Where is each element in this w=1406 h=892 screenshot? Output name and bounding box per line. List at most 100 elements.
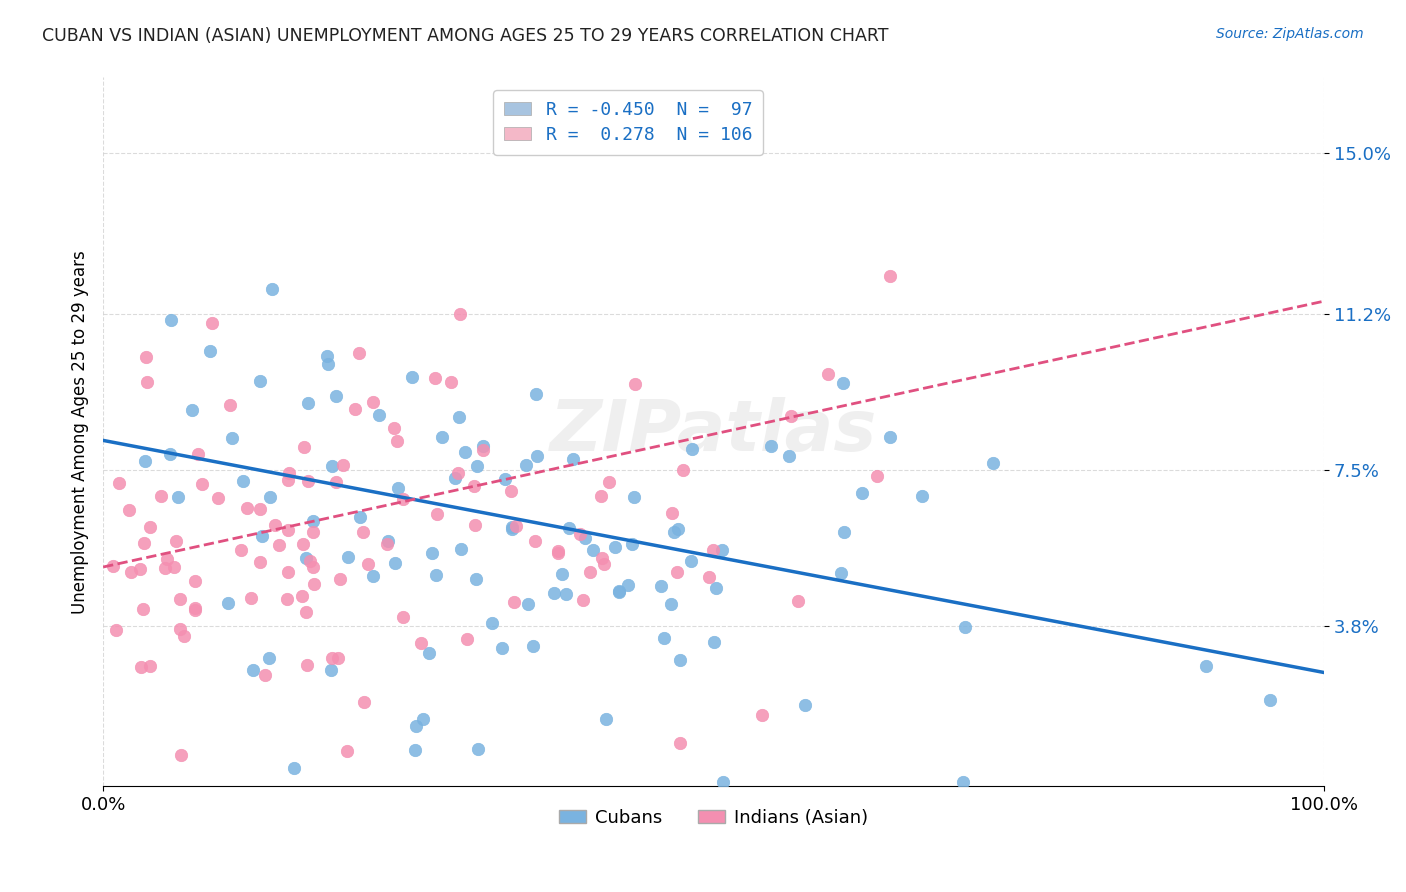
- Point: [524, 387, 547, 401]
- Point: [1194, 658, 1216, 673]
- Point: [578, 565, 600, 579]
- Point: [257, 650, 280, 665]
- Point: [464, 518, 486, 533]
- Point: [778, 450, 800, 464]
- Point: [425, 568, 447, 582]
- Point: [661, 506, 683, 520]
- Point: [207, 491, 229, 506]
- Point: [302, 576, 325, 591]
- Point: [879, 268, 901, 283]
- Point: [672, 463, 695, 477]
- Point: [589, 489, 612, 503]
- Point: [522, 640, 544, 654]
- Point: [761, 439, 783, 453]
- Point: [321, 458, 343, 473]
- Point: [501, 522, 523, 536]
- Point: [329, 573, 352, 587]
- Point: [404, 742, 426, 756]
- Point: [558, 521, 581, 535]
- Point: [335, 744, 357, 758]
- Point: [134, 453, 156, 467]
- Point: [249, 374, 271, 388]
- Point: [440, 376, 463, 390]
- Point: [181, 403, 204, 417]
- Point: [412, 712, 434, 726]
- Point: [617, 577, 640, 591]
- Point: [467, 742, 489, 756]
- Point: [187, 446, 209, 460]
- Point: [166, 490, 188, 504]
- Point: [595, 712, 617, 726]
- Point: [170, 747, 193, 762]
- Point: [325, 475, 347, 489]
- Point: [582, 543, 605, 558]
- Point: [652, 631, 675, 645]
- Point: [336, 549, 359, 564]
- Point: [221, 431, 243, 445]
- Point: [276, 592, 298, 607]
- Point: [659, 598, 682, 612]
- Point: [156, 551, 179, 566]
- Point: [375, 537, 398, 551]
- Point: [349, 510, 371, 524]
- Text: CUBAN VS INDIAN (ASIAN) UNEMPLOYMENT AMONG AGES 25 TO 29 YEARS CORRELATION CHART: CUBAN VS INDIAN (ASIAN) UNEMPLOYMENT AMO…: [42, 27, 889, 45]
- Point: [605, 540, 627, 554]
- Point: [357, 557, 380, 571]
- Point: [384, 556, 406, 570]
- Point: [254, 668, 277, 682]
- Point: [136, 375, 159, 389]
- Point: [456, 632, 478, 647]
- Point: [447, 466, 470, 480]
- Point: [264, 517, 287, 532]
- Point: [401, 370, 423, 384]
- Point: [131, 602, 153, 616]
- Point: [666, 566, 689, 580]
- Point: [250, 529, 273, 543]
- Y-axis label: Unemployment Among Ages 25 to 29 years: Unemployment Among Ages 25 to 29 years: [72, 250, 89, 614]
- Point: [294, 605, 316, 619]
- Point: [169, 592, 191, 607]
- Point: [547, 543, 569, 558]
- Point: [240, 591, 263, 605]
- Point: [865, 469, 887, 483]
- Point: [551, 567, 574, 582]
- Point: [163, 559, 186, 574]
- Point: [292, 440, 315, 454]
- Point: [160, 313, 183, 327]
- Point: [669, 736, 692, 750]
- Point: [624, 377, 647, 392]
- Point: [120, 565, 142, 579]
- Point: [132, 536, 155, 550]
- Point: [217, 596, 239, 610]
- Point: [392, 610, 415, 624]
- Point: [295, 550, 318, 565]
- Point: [236, 500, 259, 515]
- Point: [184, 603, 207, 617]
- Point: [302, 559, 325, 574]
- Point: [831, 376, 853, 391]
- Point: [190, 476, 212, 491]
- Point: [592, 557, 614, 571]
- Point: [292, 536, 315, 550]
- Point: [607, 585, 630, 599]
- Point: [851, 486, 873, 500]
- Point: [526, 449, 548, 463]
- Point: [129, 660, 152, 674]
- Point: [316, 357, 339, 371]
- Point: [301, 524, 323, 539]
- Point: [104, 624, 127, 638]
- Point: [650, 579, 672, 593]
- Point: [232, 475, 254, 489]
- Point: [668, 522, 690, 536]
- Point: [108, 476, 131, 491]
- Point: [430, 430, 453, 444]
- Point: [450, 542, 472, 557]
- Point: [449, 307, 471, 321]
- Point: [780, 409, 803, 423]
- Point: [159, 447, 181, 461]
- Legend: Cubans, Indians (Asian): Cubans, Indians (Asian): [551, 802, 876, 834]
- Point: [267, 538, 290, 552]
- Point: [547, 546, 569, 560]
- Point: [681, 442, 703, 456]
- Point: [449, 410, 471, 425]
